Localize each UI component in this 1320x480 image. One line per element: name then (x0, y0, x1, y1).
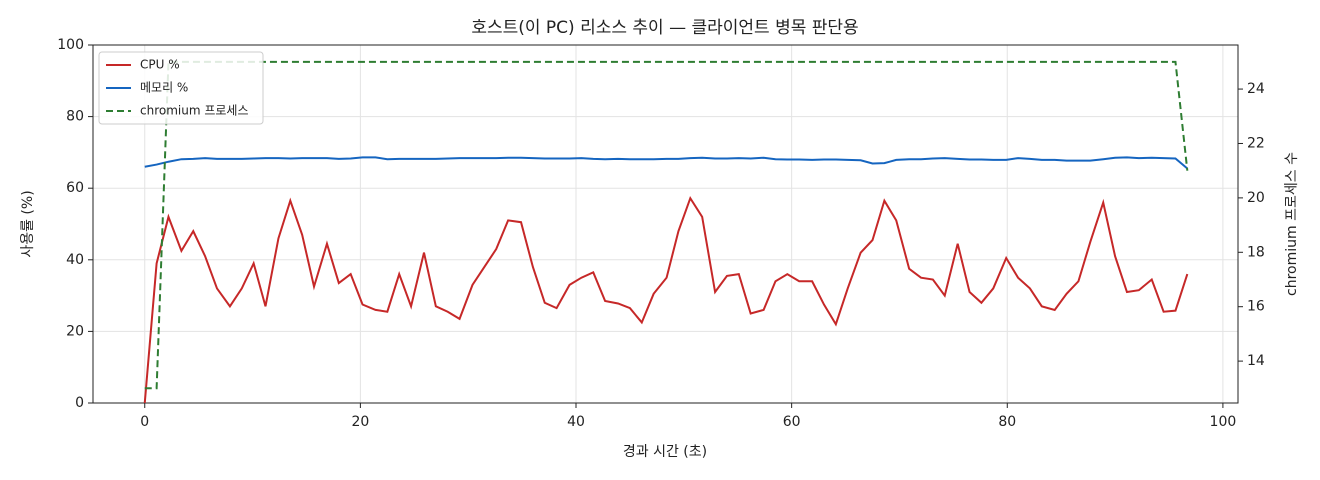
y-tick-label: 20 (66, 323, 84, 339)
y-tick-label: 60 (66, 180, 84, 196)
series-line (144, 60, 1189, 390)
y2-tick-label: 24 (1247, 81, 1265, 97)
legend-label: 메모리 % (140, 81, 188, 95)
legend-box (98, 51, 264, 125)
x-tick-label: 100 (1210, 414, 1237, 430)
y2-tick-label: 14 (1247, 353, 1265, 369)
y2-axis-label: chromium 프로세스 수 (1284, 152, 1300, 296)
x-tick-label: 60 (783, 414, 801, 430)
y2-tick-label: 16 (1247, 299, 1265, 315)
series-line (144, 156, 1188, 170)
y2-tick-label: 22 (1247, 135, 1265, 151)
x-tick-label: 20 (351, 414, 369, 430)
plot-frame (92, 44, 1239, 404)
y-axis-label: 사용률 (%) (20, 190, 36, 257)
x-tick-label: 80 (998, 414, 1016, 430)
y2-tick-label: 18 (1247, 244, 1265, 260)
x-tick-label: 0 (140, 414, 149, 430)
y-tick-label: 0 (75, 395, 84, 411)
y-tick-label: 40 (66, 252, 84, 268)
legend-label: CPU % (140, 58, 180, 72)
y-tick-label: 80 (66, 109, 84, 125)
legend-label: chromium 프로세스 (140, 104, 249, 118)
x-tick-label: 40 (567, 414, 585, 430)
x-axis-label: 경과 시간 (초) (623, 444, 707, 460)
y2-tick-label: 20 (1247, 190, 1265, 206)
series-line (143, 195, 1189, 404)
chart-title: 호스트(이 PC) 리소스 추이 — 클라이언트 병목 판단용 (471, 18, 858, 38)
y-tick-label: 100 (57, 37, 84, 53)
